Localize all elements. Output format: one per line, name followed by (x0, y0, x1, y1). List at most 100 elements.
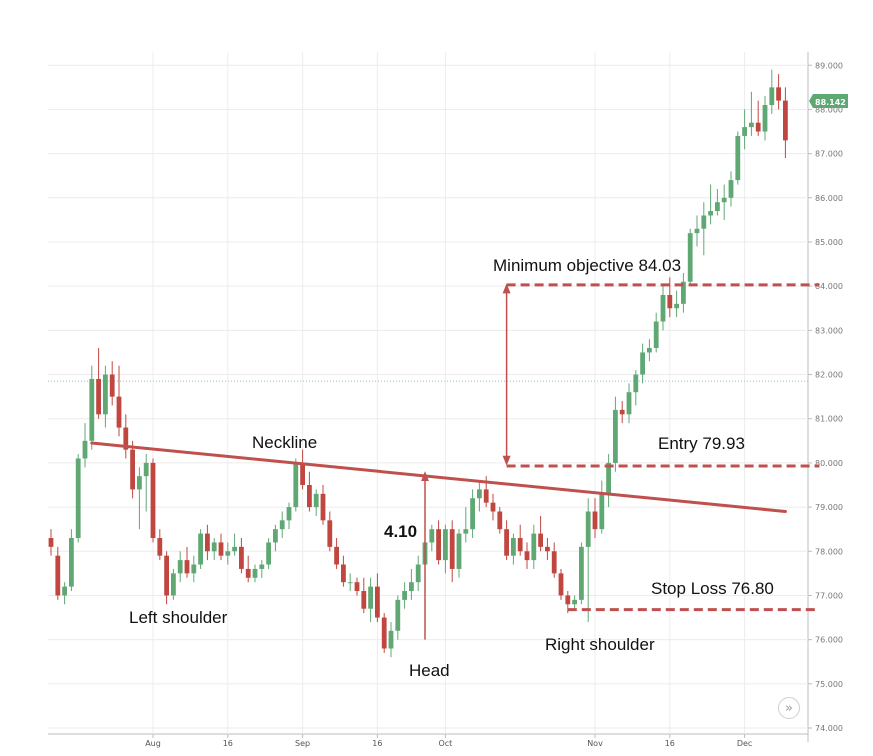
candle-body (225, 551, 231, 556)
y-tick-label: 86.000 (815, 194, 843, 203)
stop-loss-label: Stop Loss 76.80 (651, 579, 774, 598)
candlestick-series (48, 69, 788, 658)
candle-body (300, 462, 305, 485)
candle-body (75, 458, 81, 539)
candle-body (96, 378, 101, 415)
head-label: Head (409, 661, 450, 680)
candle-body (681, 281, 686, 304)
candle-body (402, 591, 407, 600)
candle-body (545, 546, 550, 552)
candle-body (388, 630, 394, 649)
pattern-annotations (90, 283, 820, 640)
candle-body (728, 180, 734, 198)
candle-body (198, 533, 203, 565)
candle-body (69, 538, 74, 587)
candle-body (674, 303, 679, 309)
candle-body (143, 462, 149, 477)
y-tick-label: 82.000 (815, 371, 843, 380)
annotation-labels: Minimum objective 84.03 Neckline Entry 7… (129, 256, 774, 680)
candle-body (735, 135, 741, 181)
candle-body (456, 533, 462, 569)
x-tick-label: 16 (223, 739, 233, 748)
candle-body (749, 122, 754, 128)
candle-body (667, 295, 673, 309)
y-tick-label: 84.000 (815, 282, 843, 291)
candle-body (613, 409, 618, 463)
candle-body (531, 533, 537, 561)
candle-body (55, 555, 61, 596)
candle-body (449, 529, 455, 569)
candle-body (470, 498, 475, 530)
y-tick-label: 87.000 (815, 150, 843, 159)
candle-body (177, 560, 183, 574)
candle-body (375, 586, 380, 618)
y-tick-label: 74.000 (815, 724, 843, 733)
candle-body (687, 233, 693, 282)
candle-body (572, 599, 577, 605)
candle-body (436, 529, 441, 561)
candle-body (660, 295, 666, 322)
candle-body (205, 533, 210, 552)
entry-label: Entry 79.93 (658, 434, 745, 453)
x-tick-label: Aug (145, 739, 161, 748)
candle-body (334, 546, 339, 565)
y-tick-label: 85.000 (815, 238, 843, 247)
candle-body (341, 564, 346, 583)
candle-body (245, 568, 251, 578)
candle-body (415, 564, 421, 583)
candle-body (381, 617, 387, 649)
candle-body (477, 489, 482, 499)
candle-body (511, 538, 516, 556)
candle-body (320, 493, 326, 521)
candle-body (232, 546, 237, 552)
y-tick-label: 80.000 (815, 459, 843, 468)
y-tick-label: 89.000 (815, 61, 843, 70)
candle-body (579, 546, 584, 600)
candle-body (279, 520, 285, 530)
candle-body (313, 493, 319, 508)
candle-body (619, 409, 625, 415)
left-shoulder-label: Left shoulder (129, 608, 228, 627)
candle-body (606, 462, 611, 494)
candle-body (776, 87, 781, 101)
candle-body (715, 202, 720, 212)
candle-body (191, 564, 197, 574)
candle-body (361, 591, 367, 609)
candle-body (327, 520, 333, 547)
x-tick-label: Oct (438, 739, 452, 748)
candle-body (116, 396, 122, 428)
candle-body (130, 449, 135, 490)
candle-body (538, 533, 543, 547)
candle-body (239, 546, 244, 569)
last-price: 88.142 (815, 98, 846, 107)
y-tick-label: 81.000 (815, 415, 843, 424)
candle-body (82, 440, 88, 459)
candle-body (551, 551, 557, 574)
candle-body (653, 321, 659, 349)
candle-body (395, 599, 401, 631)
x-tick-label: Dec (737, 739, 752, 748)
candle-body (218, 542, 224, 556)
x-tick-label: 16 (372, 739, 382, 748)
candle-body (123, 427, 129, 450)
candle-body (266, 542, 271, 565)
candle-body (585, 511, 591, 547)
candle-body (103, 374, 108, 415)
candle-body (558, 573, 564, 596)
y-tick-label: 77.000 (815, 591, 843, 600)
neckline-label: Neckline (252, 433, 317, 452)
candle-body (708, 211, 713, 216)
candle-body (647, 348, 652, 353)
scroll-to-latest-button[interactable]: » (778, 697, 800, 719)
height-label: 4.10 (384, 522, 417, 541)
candle-body (694, 228, 700, 234)
candle-body (293, 462, 299, 508)
candle-body (157, 538, 163, 556)
minimum-objective-label: Minimum objective 84.03 (493, 256, 681, 275)
candle-body (443, 529, 448, 561)
y-tick-label: 88.000 (815, 105, 843, 114)
candle-body (409, 582, 414, 592)
candle-body (633, 374, 639, 393)
last-price-tag: 88.142 (809, 94, 848, 108)
